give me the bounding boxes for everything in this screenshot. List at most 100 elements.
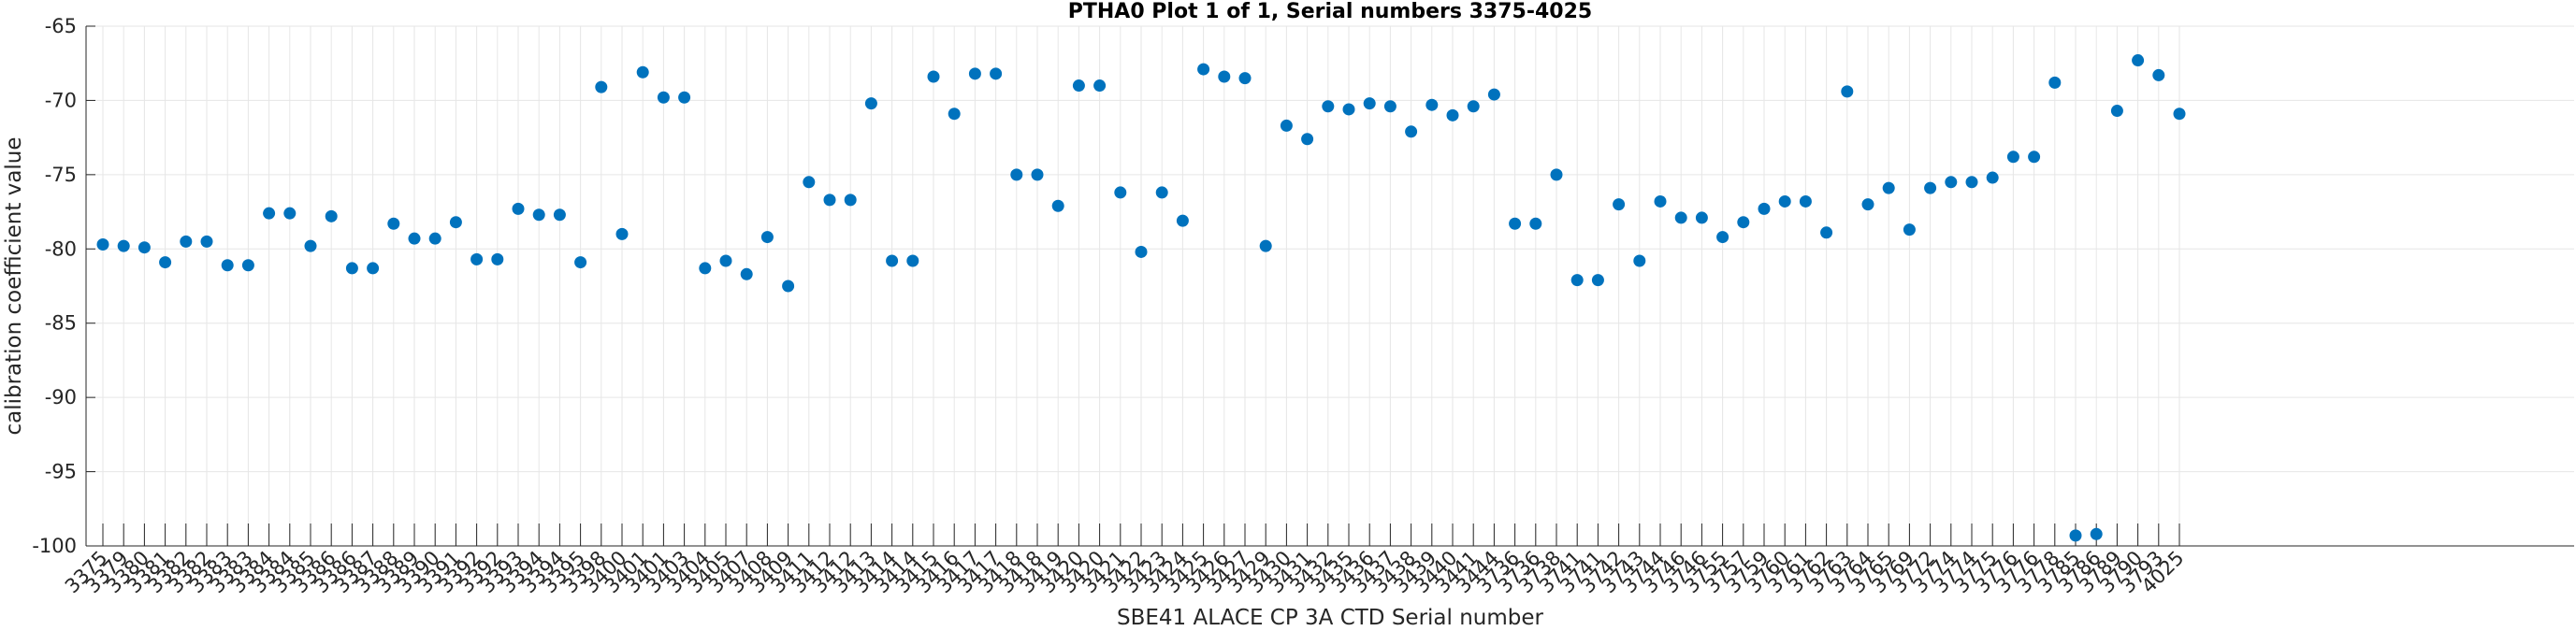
data-point xyxy=(283,207,297,220)
data-point xyxy=(1654,194,1667,208)
data-point xyxy=(2090,527,2103,540)
data-point xyxy=(2006,151,2019,164)
data-point xyxy=(1114,186,1127,199)
data-point xyxy=(1135,245,1148,258)
data-point xyxy=(1467,100,1480,113)
data-point xyxy=(470,252,484,265)
data-point xyxy=(1051,199,1064,212)
data-point xyxy=(387,217,400,230)
data-point xyxy=(615,227,629,240)
data-point xyxy=(1176,214,1189,227)
chart-title: PTHA0 Plot 1 of 1, Serial numbers 3375-4… xyxy=(1068,0,1592,23)
data-point xyxy=(1945,176,1958,189)
data-point xyxy=(2132,54,2145,67)
data-point xyxy=(1633,254,1646,267)
data-points xyxy=(96,54,2186,542)
data-point xyxy=(1155,186,1168,199)
data-point xyxy=(200,235,213,248)
data-point xyxy=(2152,68,2165,81)
data-point xyxy=(1010,168,1023,181)
data-point xyxy=(1259,239,1272,252)
data-point xyxy=(553,208,566,222)
data-point xyxy=(1197,63,1210,76)
data-point xyxy=(844,194,857,207)
data-point xyxy=(137,241,151,254)
data-point xyxy=(117,239,130,252)
data-point xyxy=(1841,85,1854,98)
y-tick-label: -85 xyxy=(45,312,77,335)
y-tick-label: -90 xyxy=(45,386,77,409)
data-point xyxy=(1425,98,1439,111)
data-point xyxy=(760,231,774,244)
data-point xyxy=(532,208,545,222)
data-point xyxy=(325,209,338,222)
data-point xyxy=(595,80,608,93)
data-point xyxy=(782,280,795,293)
axes xyxy=(85,25,2574,547)
data-point xyxy=(449,216,462,229)
data-point xyxy=(241,259,254,272)
data-point xyxy=(1405,125,1418,138)
data-point xyxy=(1031,168,1044,181)
data-point xyxy=(1301,133,1314,146)
data-point xyxy=(304,239,317,252)
data-point xyxy=(1716,231,1729,244)
data-point xyxy=(719,254,732,267)
data-point xyxy=(159,256,172,269)
data-point xyxy=(1342,103,1355,116)
x-tick-labels: 3375337933803381338233823383338333843384… xyxy=(61,547,2189,598)
y-tick-label: -70 xyxy=(45,89,77,111)
data-point xyxy=(1238,72,1252,85)
data-point xyxy=(1487,88,1500,101)
data-point xyxy=(1550,168,1563,181)
data-point xyxy=(1903,223,1916,237)
data-point xyxy=(1591,274,1604,287)
data-point xyxy=(491,252,504,265)
data-point xyxy=(678,91,691,104)
data-point xyxy=(1820,226,1833,239)
data-point xyxy=(1674,211,1687,224)
data-point xyxy=(96,238,109,251)
data-point xyxy=(1093,79,1107,93)
y-tick-label: -80 xyxy=(45,237,77,260)
y-tick-labels: -65 -70 -75 -80 -85 -90 -95 -100 xyxy=(32,15,77,557)
data-point xyxy=(1778,194,1791,208)
data-point xyxy=(948,108,961,121)
data-point xyxy=(1758,202,1771,215)
data-point xyxy=(803,176,816,189)
data-point xyxy=(408,232,421,245)
data-point xyxy=(2110,105,2123,118)
data-point xyxy=(1218,70,1231,83)
data-point xyxy=(263,207,276,220)
data-point xyxy=(927,70,940,83)
y-axis-title: calibration coefficient value xyxy=(2,136,26,435)
data-point xyxy=(906,254,919,267)
data-point xyxy=(1965,176,1978,189)
data-point xyxy=(2048,76,2062,89)
data-point xyxy=(657,91,670,104)
data-point xyxy=(1882,181,1895,194)
data-point xyxy=(2069,529,2082,542)
data-point xyxy=(699,262,712,275)
data-point xyxy=(886,254,899,267)
data-point xyxy=(512,202,525,215)
data-point xyxy=(1383,100,1397,113)
data-point xyxy=(740,267,753,280)
grid-lines xyxy=(86,25,2574,547)
data-point xyxy=(1363,97,1376,110)
data-point xyxy=(823,194,836,207)
data-point xyxy=(1924,181,1937,194)
y-tick-label: -95 xyxy=(45,461,77,483)
data-point xyxy=(1570,274,1584,287)
data-point xyxy=(2028,151,2041,164)
data-point xyxy=(180,235,193,248)
data-point xyxy=(1280,119,1293,132)
data-point xyxy=(2173,108,2186,121)
y-tick-label: -65 xyxy=(45,15,77,37)
data-point xyxy=(1072,79,1085,93)
data-point xyxy=(1509,217,1522,230)
data-point xyxy=(968,67,981,80)
data-point xyxy=(345,262,358,275)
data-point xyxy=(1529,217,1542,230)
